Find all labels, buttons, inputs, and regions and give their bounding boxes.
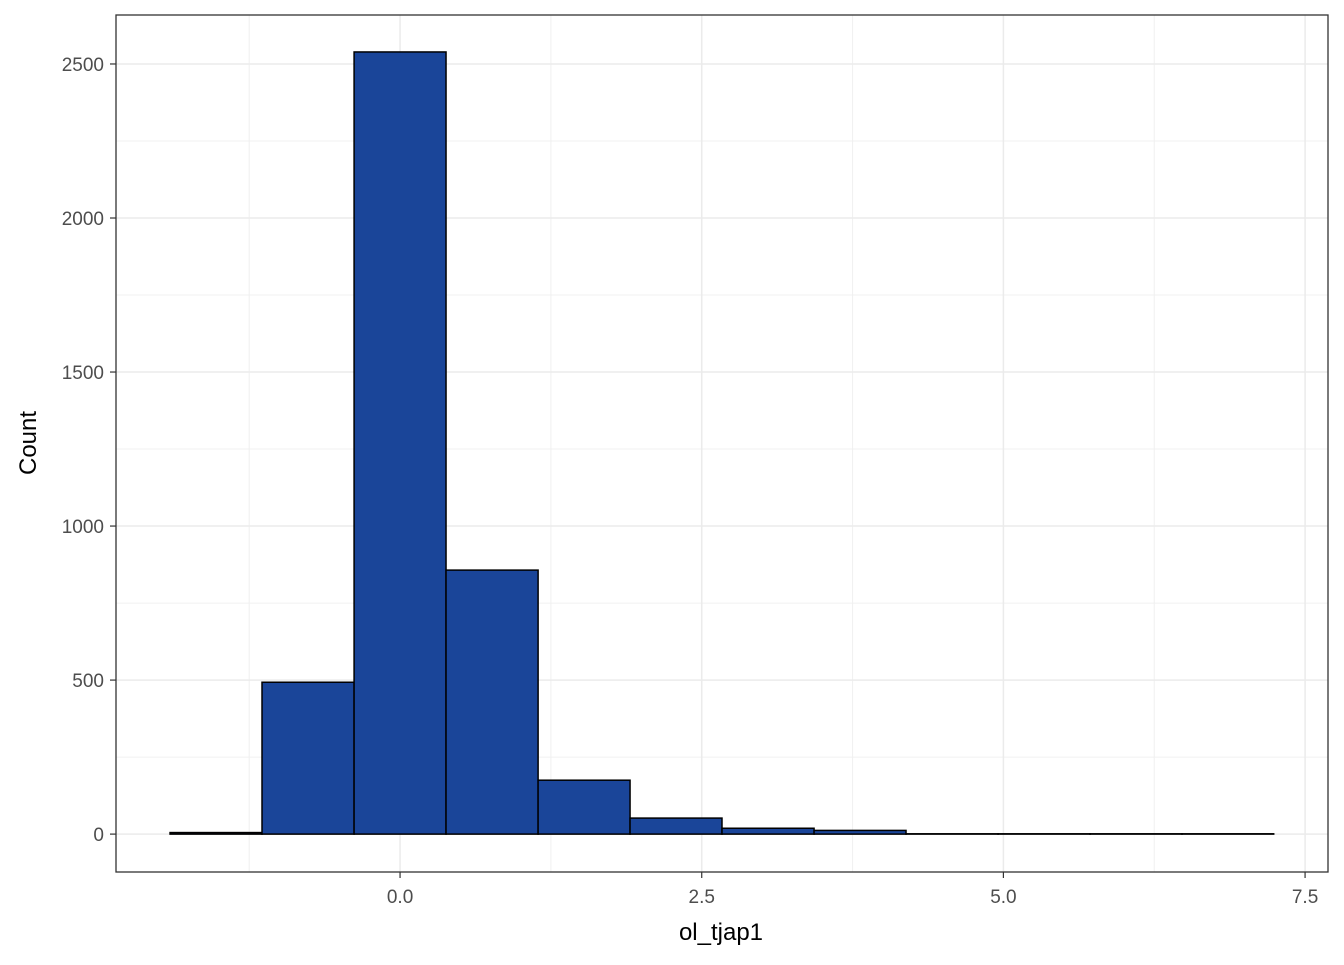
bar [446,570,538,834]
y-tick-label: 500 [72,671,104,692]
y-tick-label: 0 [93,825,104,846]
x-axis-title: ol_tjap1 [679,919,763,946]
x-tick-label: 7.5 [1292,887,1318,908]
y-axis-title: Count [15,411,42,475]
x-tick-label: 2.5 [689,887,715,908]
y-tick-label: 2500 [62,55,104,76]
x-tick-label: 0.0 [387,887,413,908]
bar [170,833,262,835]
x-tick-label: 5.0 [990,887,1016,908]
bar [814,830,906,834]
bar [630,818,722,834]
bar [262,682,354,834]
y-tick-label: 1000 [62,517,104,538]
bar [538,780,630,834]
bar [354,52,446,834]
bar [722,828,814,834]
y-tick-label: 1500 [62,363,104,384]
y-tick-label: 2000 [62,209,104,230]
